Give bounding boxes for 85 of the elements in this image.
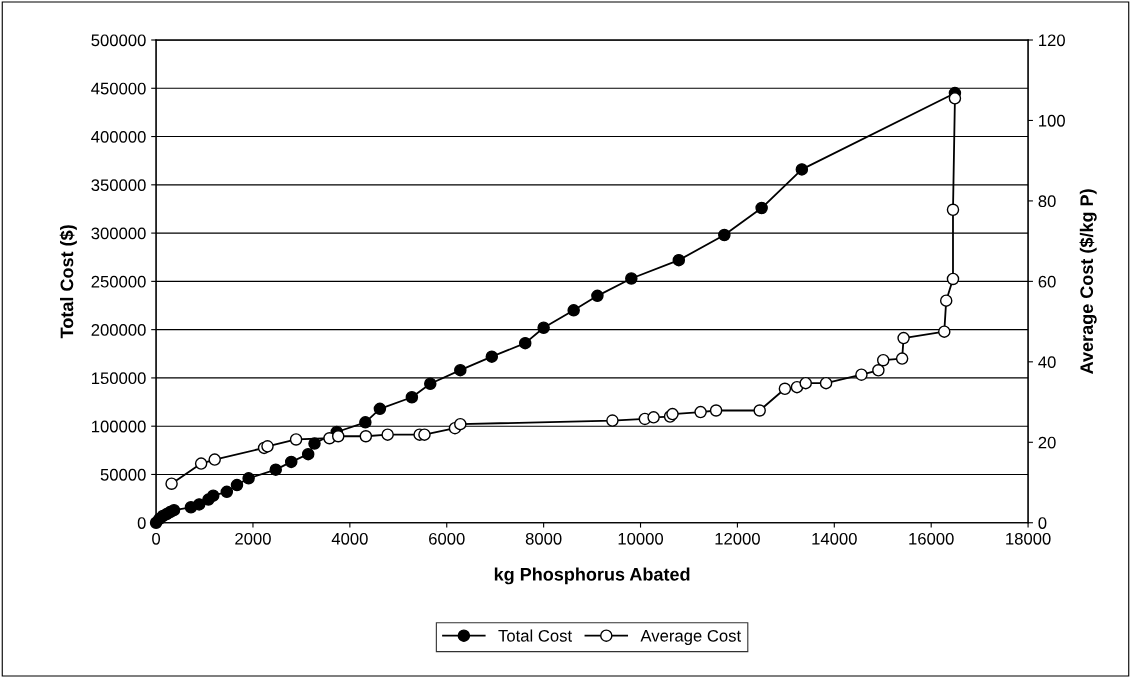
y2-tick-label: 100 <box>1039 114 1065 127</box>
y2-tick-label: 60 <box>1038 275 1056 288</box>
point <box>537 321 550 334</box>
point <box>948 92 962 105</box>
point <box>418 428 431 441</box>
point <box>938 325 951 338</box>
y-tick-label: 50000 <box>100 468 146 481</box>
point <box>694 405 707 419</box>
point <box>194 457 208 470</box>
x-tick-label: 6000 <box>429 532 465 545</box>
point <box>718 228 731 242</box>
point <box>939 294 953 307</box>
point <box>778 382 792 396</box>
point <box>672 253 686 267</box>
y2-tick-label: 0 <box>1038 517 1047 529</box>
y-axis-title: Total Cost ($) <box>59 225 77 339</box>
y2-tick-label: 40 <box>1038 356 1056 369</box>
point <box>405 390 419 404</box>
point <box>855 368 868 381</box>
y-tick-label: 150000 <box>92 372 146 385</box>
point <box>795 163 809 176</box>
point <box>192 498 206 511</box>
point <box>261 440 274 453</box>
point <box>284 455 298 469</box>
legend-label: Average Cost <box>640 629 742 645</box>
point <box>946 203 960 217</box>
point <box>230 478 244 492</box>
legend-label: Total Cost <box>498 629 572 642</box>
y-tick-label: 500000 <box>91 34 146 47</box>
x-tick-label: 0 <box>152 532 161 545</box>
point <box>359 416 372 429</box>
point <box>206 489 220 502</box>
point <box>331 429 345 443</box>
x-tick-label: 18000 <box>1006 532 1051 545</box>
point <box>454 417 467 431</box>
y-tick-label: 400000 <box>91 130 146 143</box>
point <box>289 433 303 446</box>
y2-tick-label: 120 <box>1039 34 1065 47</box>
y-tick-label: 300000 <box>91 227 146 240</box>
point <box>799 376 812 390</box>
point <box>897 331 910 345</box>
y-tick-label: 450000 <box>91 82 146 95</box>
point <box>819 376 833 390</box>
y2-tick-label: 80 <box>1038 195 1056 208</box>
x-tick-label: 16000 <box>909 532 954 545</box>
point <box>373 402 387 416</box>
y-tick-label: 100000 <box>92 420 146 433</box>
point <box>220 485 234 499</box>
point <box>946 272 960 286</box>
x-tick-label: 12000 <box>715 532 760 545</box>
y-tick-label: 350000 <box>91 179 146 192</box>
point <box>359 429 373 443</box>
point <box>872 364 885 377</box>
point <box>242 472 255 485</box>
point <box>709 404 723 417</box>
x-axis-title: kg Phosphorus Abated <box>494 567 690 585</box>
x-tick-label: 10000 <box>618 532 664 545</box>
x-tick-label: 8000 <box>525 532 562 545</box>
point <box>208 453 221 466</box>
y-tick-label: 0 <box>137 517 146 529</box>
point <box>591 289 604 303</box>
point <box>454 363 467 377</box>
x-tick-label: 2000 <box>235 532 271 545</box>
point <box>647 411 660 424</box>
y2-axis-title: Average Cost ($/kg P) <box>1079 189 1097 374</box>
point <box>876 353 890 367</box>
point <box>606 414 619 427</box>
point <box>753 404 766 417</box>
point <box>167 503 181 517</box>
y-tick-label: 250000 <box>91 275 146 288</box>
point <box>485 350 499 363</box>
point <box>895 352 909 365</box>
point <box>625 272 638 285</box>
point <box>301 447 315 461</box>
point <box>381 428 394 441</box>
y2-tick-label: 20 <box>1038 436 1056 449</box>
point <box>269 463 282 476</box>
x-tick-label: 14000 <box>812 532 857 545</box>
point <box>518 336 532 350</box>
point <box>755 201 768 215</box>
point <box>165 477 178 490</box>
x-tick-label: 4000 <box>331 532 368 545</box>
point <box>567 304 580 317</box>
y-tick-label: 200000 <box>91 324 146 336</box>
point <box>424 377 437 390</box>
